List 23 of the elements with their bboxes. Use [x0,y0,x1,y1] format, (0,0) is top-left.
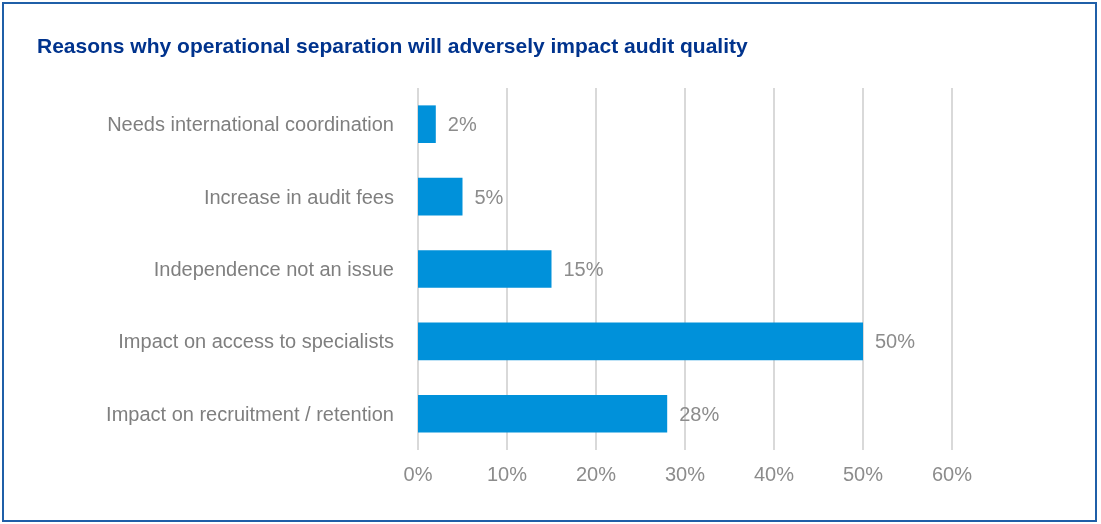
bar [418,322,863,361]
x-tick-label: 30% [664,463,706,485]
chart-title: Reasons why operational separation will adversely impact audit quality [37,34,749,57]
data-label: 15% [563,258,604,280]
x-tick-label: 40% [753,463,795,485]
x-tick-label: 60% [931,463,973,485]
data-label: 5% [474,185,504,208]
bar [418,394,668,433]
data-label: 50% [875,330,916,353]
bar [418,250,552,288]
bar [418,177,463,216]
bar [418,105,436,144]
y-tick-label: Impact on access to specialists [118,330,394,353]
x-tick-label: 10% [486,463,528,485]
y-tick-label: Independence not an issue [153,258,394,280]
data-label: 28% [679,402,720,425]
x-tick-label: 20% [575,463,617,485]
y-tick-label: Impact on recruitment / retention [106,402,394,425]
y-tick-label: Needs international coordination [107,113,394,136]
x-tick-label: 0% [403,463,433,485]
y-tick-label: Increase in audit fees [203,185,394,208]
x-tick-label: 50% [842,463,884,485]
data-label: 2% [447,113,477,136]
